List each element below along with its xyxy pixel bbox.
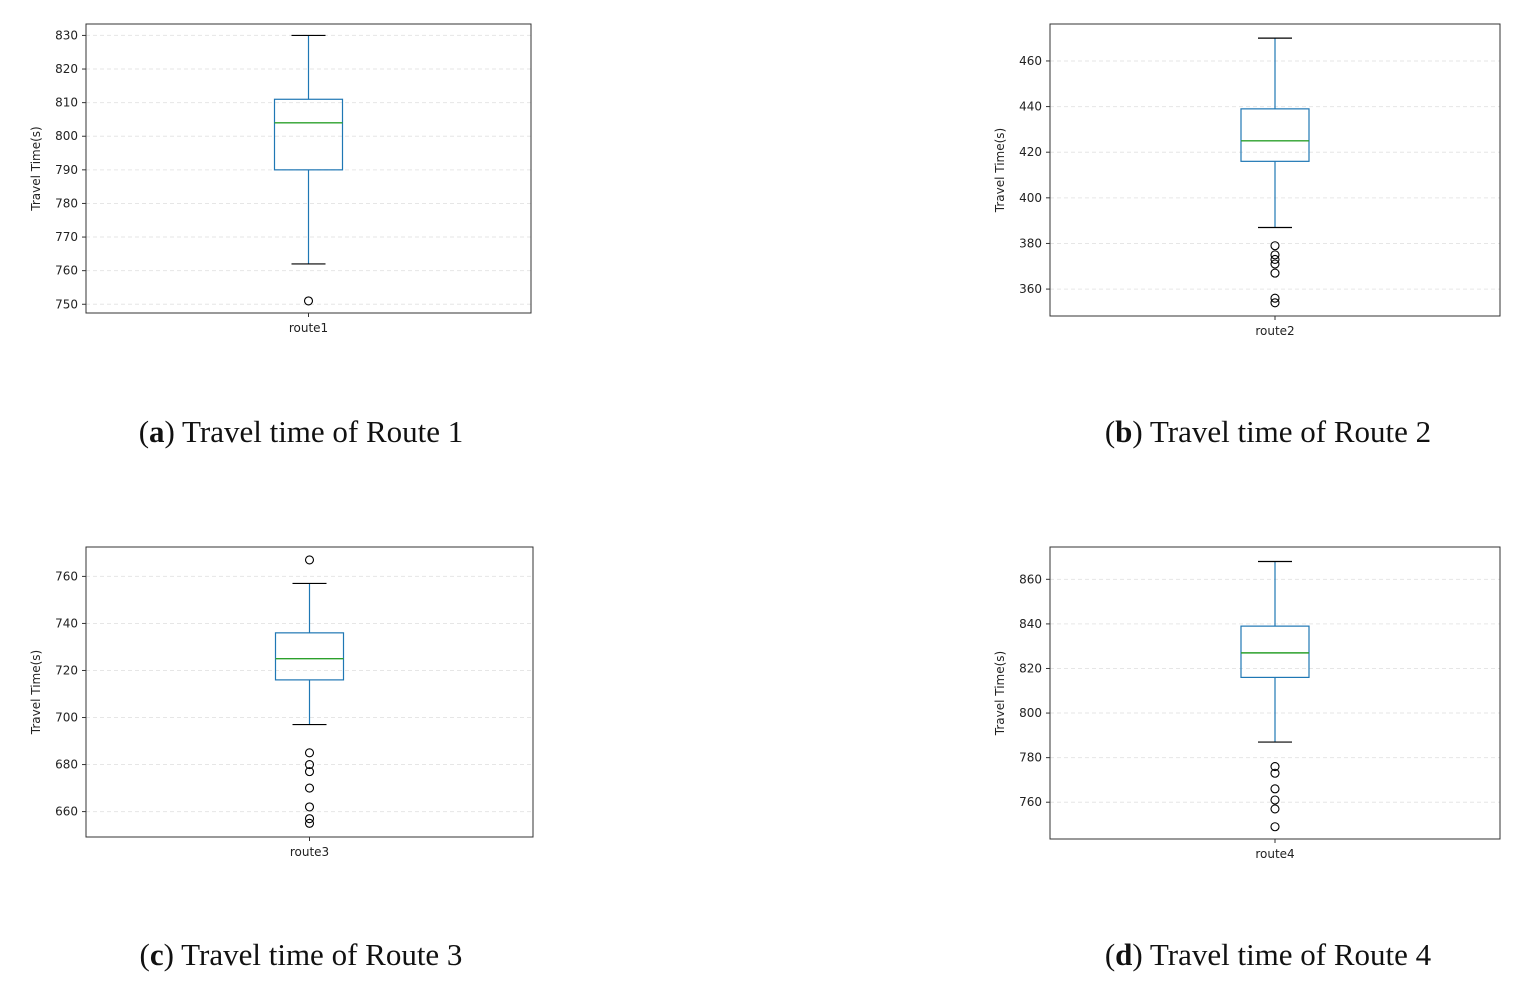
y-tick-label: 800 xyxy=(1019,706,1042,720)
outlier-point xyxy=(304,783,315,793)
y-tick-label: 400 xyxy=(1019,191,1042,205)
y-tick-label: 820 xyxy=(1019,661,1042,675)
iqr-box xyxy=(273,98,344,171)
outlier-point xyxy=(1270,241,1280,251)
outlier-point xyxy=(1270,822,1280,832)
caption-b-letter: b xyxy=(1115,414,1133,449)
caption-c-text: Travel time of Route 3 xyxy=(181,937,463,972)
outlier-point xyxy=(1270,259,1280,269)
caption-b-text: Travel time of Route 2 xyxy=(1149,414,1432,449)
outlier-point xyxy=(1270,268,1280,278)
y-axis-label: Travel Time(s) xyxy=(993,651,1007,736)
y-tick-label: 840 xyxy=(1019,617,1042,631)
x-tick-label: route3 xyxy=(290,845,329,859)
x-tick-label: route4 xyxy=(1255,847,1294,861)
outlier-point xyxy=(1270,762,1280,772)
y-tick-label: 790 xyxy=(55,163,78,177)
boxplot-route3: 660 680 700 720 740 760 Travel Time(s) route3 xyxy=(29,546,534,859)
caption-d-letter: d xyxy=(1115,937,1133,972)
y-tick-label: 810 xyxy=(55,96,78,110)
y-tick-label: 680 xyxy=(55,758,78,772)
y-tick-label: 440 xyxy=(1019,100,1042,114)
caption-a-letter: a xyxy=(149,414,165,449)
y-tick-label: 740 xyxy=(55,616,78,630)
iqr-box xyxy=(1240,108,1310,162)
outlier-point xyxy=(304,814,315,824)
outlier-point xyxy=(304,748,315,758)
y-tick-label: 780 xyxy=(55,196,78,210)
outlier-point xyxy=(1270,784,1280,794)
outlier-point xyxy=(303,296,314,306)
outlier-point xyxy=(1270,768,1280,778)
caption-a-text: Travel time of Route 1 xyxy=(182,414,464,449)
iqr-box xyxy=(274,632,345,681)
y-tick-label: 760 xyxy=(55,264,78,278)
y-tick-label: 660 xyxy=(55,805,78,819)
outlier-point xyxy=(304,555,315,565)
outlier-point xyxy=(304,818,315,828)
boxplot-route1: 750 760 770 780 790 800 810 820 830 Travel Time(s… xyxy=(29,23,532,335)
y-axis-label: Travel Time(s) xyxy=(993,128,1007,213)
y-tick-label: 460 xyxy=(1019,54,1042,68)
outlier-point xyxy=(1270,298,1280,308)
y-axis-label: Travel Time(s) xyxy=(29,650,43,735)
y-tick-label: 360 xyxy=(1019,282,1042,296)
y-tick-label: 720 xyxy=(55,663,78,677)
outlier-point xyxy=(1270,254,1280,264)
outlier-point xyxy=(1270,293,1280,303)
caption-d: (d) Travel time of Route 4 xyxy=(1104,937,1432,972)
y-tick-label: 770 xyxy=(55,230,78,244)
y-tick-label: 380 xyxy=(1019,236,1042,250)
outlier-point xyxy=(1270,804,1280,814)
outlier-point xyxy=(1270,250,1280,260)
outlier-point xyxy=(304,802,315,812)
y-tick-label: 750 xyxy=(55,297,78,311)
outlier-point xyxy=(304,760,315,770)
y-tick-label: 760 xyxy=(1019,795,1042,809)
y-tick-label: 820 xyxy=(55,62,78,76)
caption-d-text: Travel time of Route 4 xyxy=(1149,937,1432,972)
boxplot-route4: 760 780 800 820 840 860 Travel Time(s) route4 xyxy=(993,546,1501,861)
outlier-point xyxy=(1270,795,1280,805)
caption-b: (b) Travel time of Route 2 xyxy=(1104,414,1432,449)
y-tick-label: 700 xyxy=(55,711,78,725)
caption-c-letter: c xyxy=(149,937,164,972)
x-tick-label: route1 xyxy=(289,321,328,335)
x-tick-label: route2 xyxy=(1255,324,1294,338)
y-tick-label: 780 xyxy=(1019,751,1042,765)
outlier-point xyxy=(304,767,315,777)
caption-a: (a) Travel time of Route 1 xyxy=(138,414,464,449)
iqr-box xyxy=(1240,625,1310,678)
y-tick-label: 760 xyxy=(55,569,78,583)
y-tick-label: 800 xyxy=(55,129,78,143)
caption-c: (c) Travel time of Route 3 xyxy=(139,937,463,972)
y-tick-label: 830 xyxy=(55,28,78,42)
y-tick-label: 420 xyxy=(1019,145,1042,159)
y-axis-label: Travel Time(s) xyxy=(29,126,43,211)
boxplot-route2: 360 380 400 420 440 460 Travel Time(s) route2 xyxy=(993,23,1501,338)
y-tick-label: 860 xyxy=(1019,572,1042,586)
